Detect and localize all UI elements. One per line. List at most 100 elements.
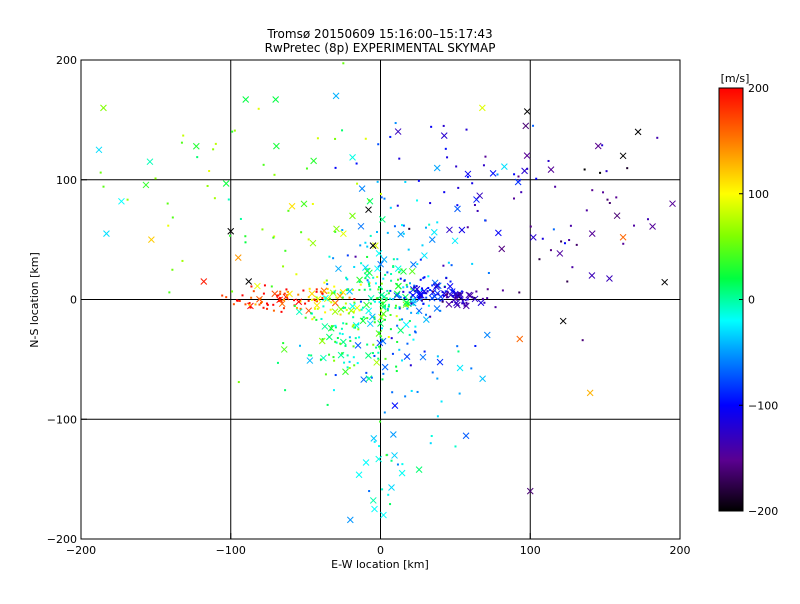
data-point-cross-stroke [365, 352, 372, 359]
data-point [413, 284, 416, 287]
data-point-cross [358, 185, 366, 193]
data-point [427, 286, 430, 289]
data-point [298, 344, 301, 347]
data-point-cross [242, 96, 250, 103]
data-point [460, 290, 463, 293]
data-point-cross-stroke [398, 469, 406, 477]
data-point [293, 304, 296, 307]
data-point [357, 323, 360, 326]
data-point [310, 312, 313, 315]
data-point [385, 299, 388, 302]
data-point [389, 297, 392, 300]
data-point-cross [300, 200, 308, 208]
data-point-cross-stroke [331, 308, 339, 315]
data-point [471, 262, 474, 265]
data-point [333, 301, 336, 304]
data-point-cross [369, 242, 377, 249]
data-point-cross [286, 290, 293, 298]
data-point [328, 297, 331, 300]
data-point [382, 305, 385, 308]
data-point-cross-stroke [306, 357, 314, 364]
data-point [389, 328, 392, 331]
data-point [383, 304, 386, 307]
data-point [373, 300, 376, 303]
y-tick-label: −200 [47, 533, 77, 546]
data-point [231, 290, 234, 293]
data-point [333, 290, 336, 293]
data-point-cross-stroke [245, 278, 253, 285]
data-point [379, 335, 382, 338]
data-point [454, 293, 457, 296]
data-point [376, 230, 379, 233]
data-point [461, 299, 464, 302]
data-point [394, 122, 397, 125]
data-point [436, 221, 439, 224]
data-point [248, 302, 251, 305]
data-point [410, 287, 413, 290]
data-point-cross-stroke [313, 302, 321, 309]
data-point [388, 303, 391, 306]
data-point [421, 287, 424, 290]
data-point-cross-stroke [405, 300, 412, 308]
data-point-cross-stroke [451, 237, 459, 245]
data-point [378, 301, 381, 304]
data-point [258, 303, 261, 306]
data-point [384, 357, 387, 360]
data-point-cross [356, 276, 363, 284]
data-point [466, 298, 469, 301]
data-point-cross-stroke [421, 252, 428, 259]
data-point [633, 224, 636, 227]
data-point [257, 107, 260, 110]
y-axis-label: N-S location [km] [28, 252, 41, 348]
data-point-cross [369, 497, 377, 504]
data-point-cross [394, 128, 402, 135]
data-point [517, 175, 520, 178]
data-point [476, 209, 479, 212]
data-point [341, 333, 344, 336]
data-point [622, 242, 625, 245]
data-point-cross-stroke [433, 305, 441, 312]
data-point [484, 155, 487, 158]
data-point [282, 299, 285, 302]
data-point [341, 129, 344, 132]
data-point-cross-stroke [354, 342, 362, 349]
data-point [280, 310, 283, 313]
data-point [409, 282, 412, 285]
data-point [385, 297, 388, 300]
data-point [451, 289, 454, 292]
data-point-cross [397, 327, 405, 334]
data-point-cross-stroke [295, 298, 303, 306]
data-point [471, 182, 474, 185]
data-point [390, 273, 393, 276]
data-point [307, 354, 310, 357]
data-point [602, 191, 605, 194]
data-point [336, 337, 339, 340]
data-point [328, 255, 331, 258]
data-point [348, 336, 351, 339]
data-point-cross [634, 128, 642, 136]
data-point [272, 236, 275, 239]
data-point [436, 415, 439, 418]
data-point-cross-stroke [410, 261, 417, 268]
data-point-cross [462, 432, 470, 440]
data-point [353, 298, 356, 301]
data-point [368, 285, 371, 288]
data-point [196, 156, 199, 159]
data-point-cross [118, 197, 125, 205]
data-point-cross-stroke [340, 230, 347, 238]
data-point [360, 262, 363, 265]
data-point-cross-stroke [446, 226, 453, 234]
data-point [334, 324, 337, 327]
data-point [347, 312, 350, 315]
colorbar-tick-label: 0 [748, 294, 755, 307]
data-point [334, 340, 337, 343]
data-point [302, 289, 305, 292]
data-point [496, 173, 499, 176]
colorbar-label: [m/s] [721, 72, 750, 85]
data-point [408, 291, 411, 294]
data-point [346, 366, 349, 369]
x-tick-label: 100 [520, 544, 541, 557]
data-point [446, 293, 449, 296]
data-point [310, 298, 313, 301]
data-point-cross [402, 321, 410, 329]
